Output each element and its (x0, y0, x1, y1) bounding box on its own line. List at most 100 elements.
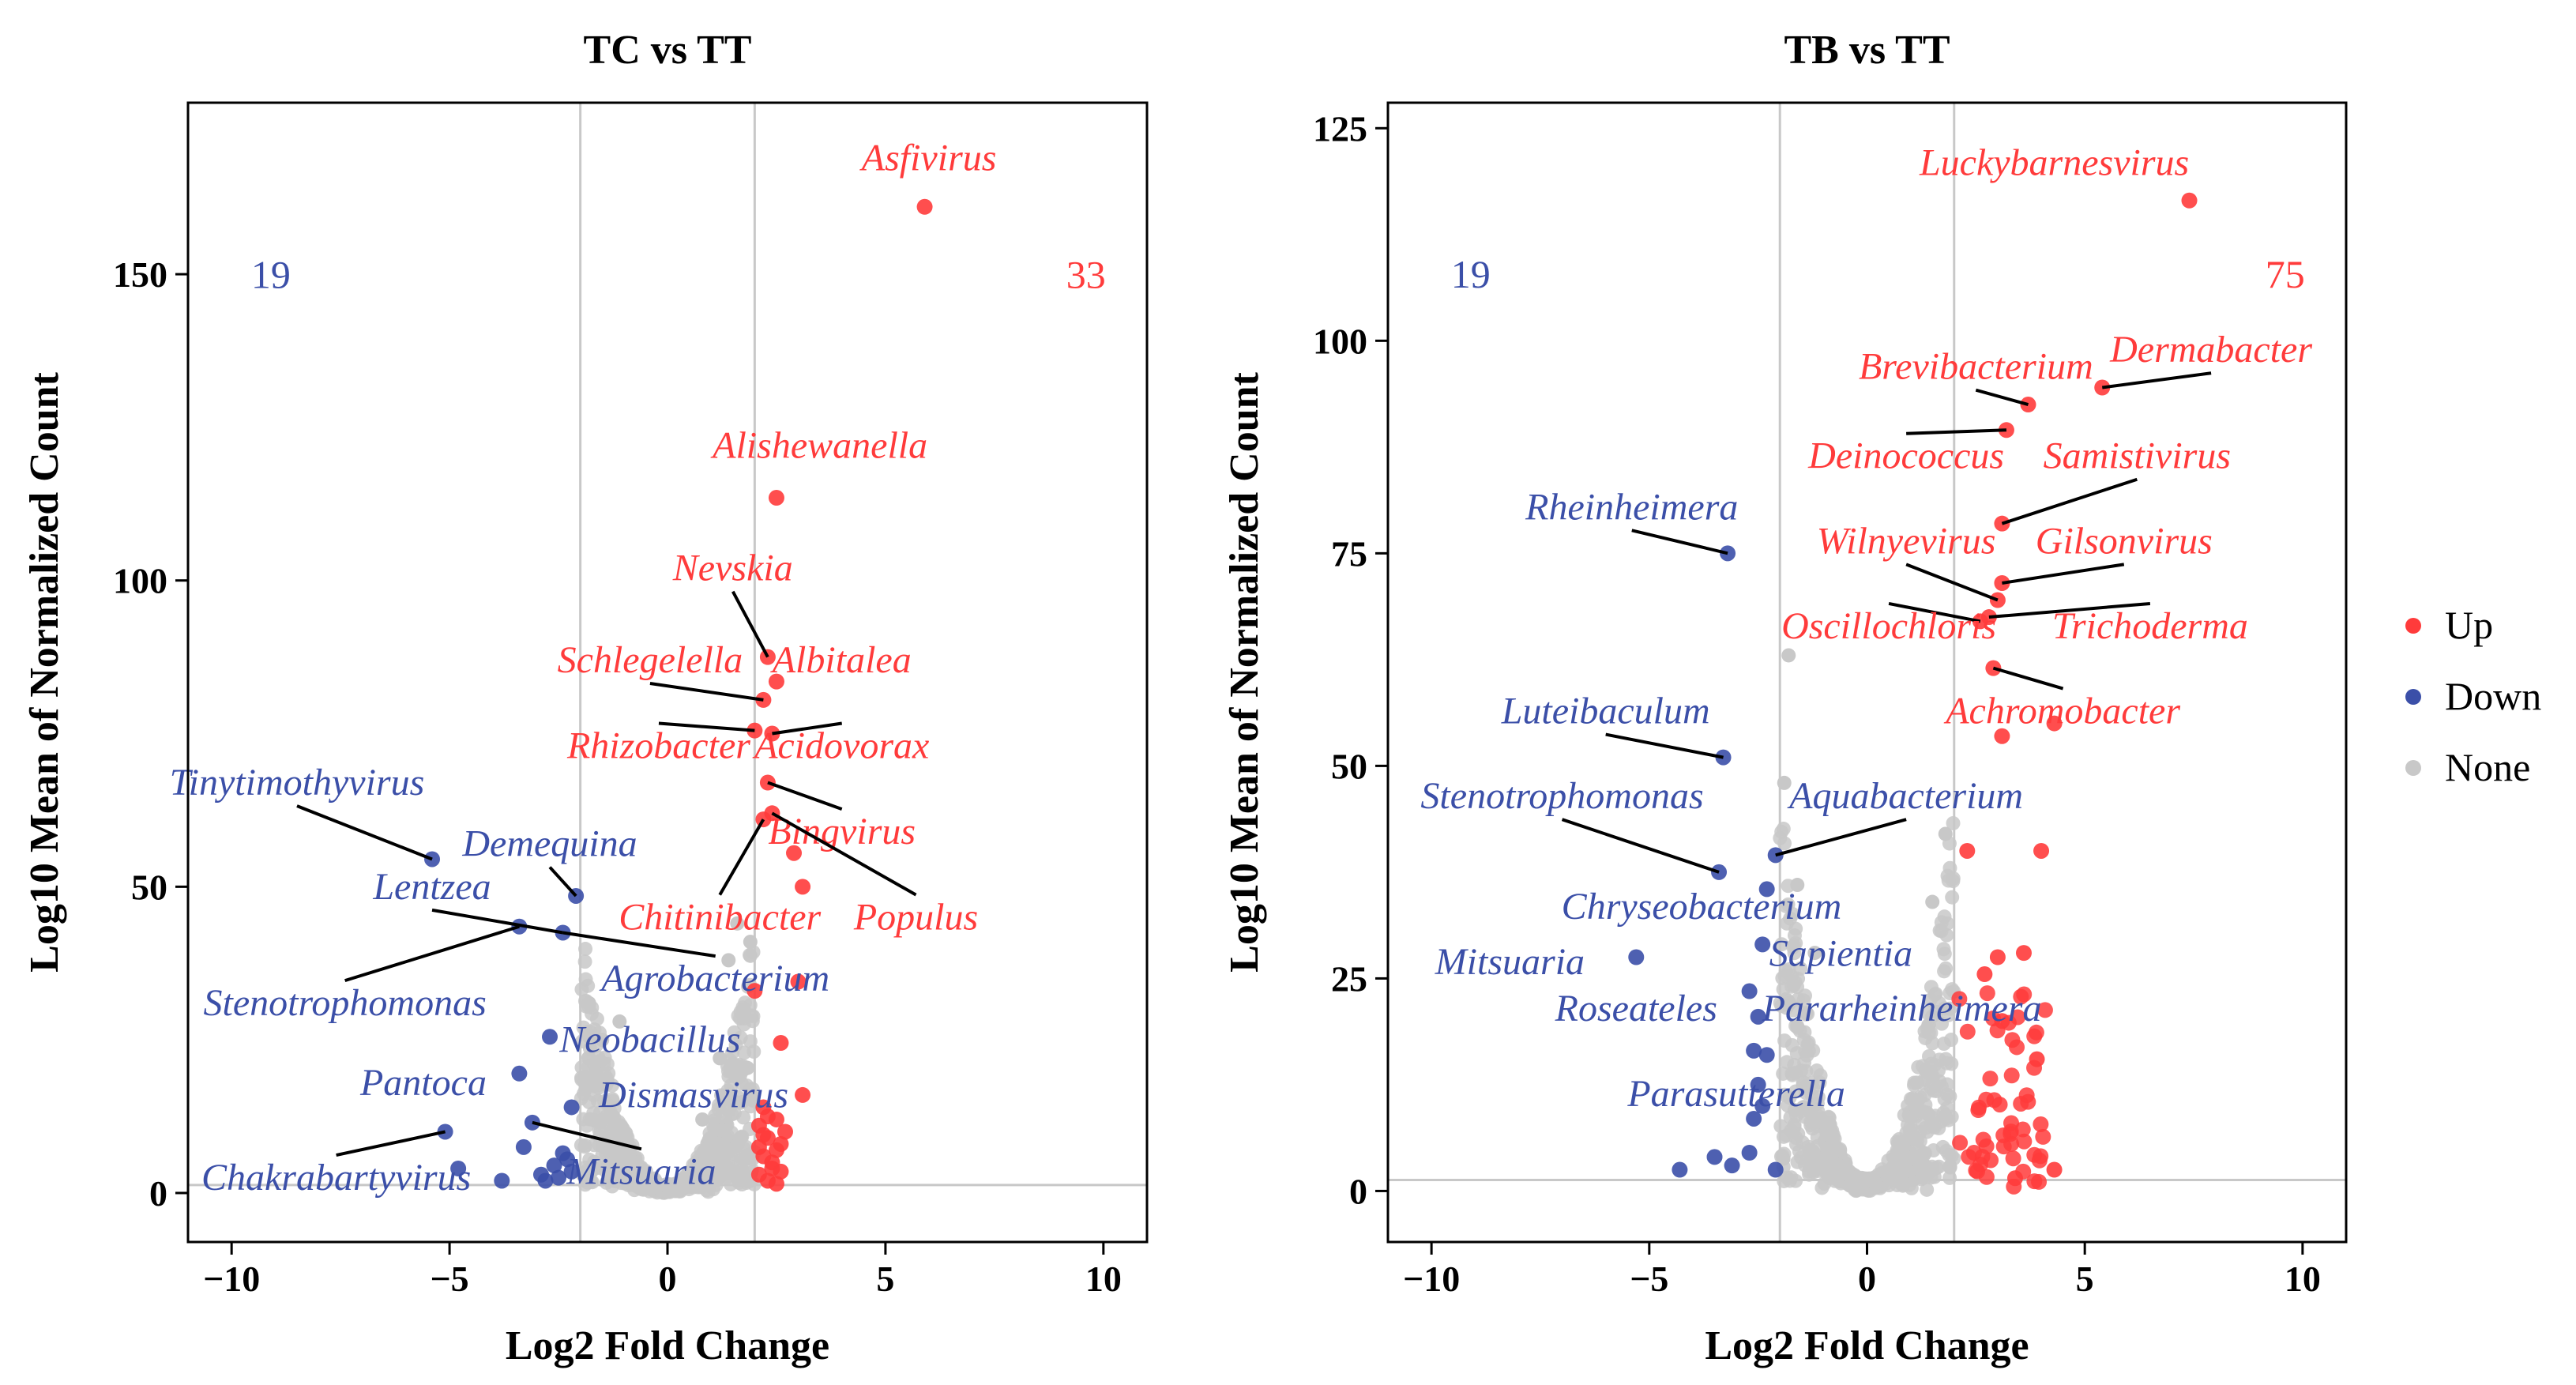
none-point (690, 1161, 705, 1176)
none-point (1785, 907, 1800, 922)
none-point (1902, 1177, 1917, 1192)
gene-label: Asfivirus (859, 137, 997, 179)
down-point (1672, 1161, 1688, 1178)
none-point (1895, 1146, 1910, 1161)
up-point (759, 1108, 776, 1125)
gene-labels: Asfivirus Alishewanella Nevskia Schlegelell… (170, 137, 997, 1199)
y-axis-title: Log10 Mean of Normalized Count (1222, 371, 1267, 972)
none-point (731, 1070, 746, 1085)
volcano-panel-tc-vs-tt: TC vs TT Asfivirus Alishewanella Nevskia Sch… (22, 28, 1149, 1368)
none-point (662, 1184, 677, 1199)
none-point (1781, 648, 1796, 663)
gene-label: Albitalea (770, 639, 912, 681)
up-point (773, 1035, 789, 1052)
none-point (714, 1088, 729, 1103)
up-point (790, 973, 807, 990)
none-point (726, 1142, 741, 1157)
up-point (2016, 986, 2033, 1003)
none-point (731, 1008, 746, 1023)
none-point (730, 916, 745, 931)
none-point (1823, 1171, 1838, 1186)
down-point (1706, 1149, 1723, 1165)
none-point (619, 1159, 634, 1174)
none-point (1946, 815, 1961, 830)
none-point (695, 1112, 710, 1127)
gene-label: Chitinibacter (619, 897, 821, 939)
none-point (1855, 1175, 1870, 1190)
down-point (1741, 1145, 1758, 1161)
none-point (1801, 1035, 1816, 1050)
none-point (1886, 1170, 1901, 1185)
none-point (595, 1033, 610, 1048)
none-point (1936, 1105, 1951, 1120)
gene-label: Pararheinheimera (1762, 988, 2042, 1029)
none-point (721, 953, 736, 968)
x-axis-title: Log2 Fold Change (506, 1323, 829, 1368)
gene-label: Dismasvirus (598, 1074, 788, 1116)
up-point (768, 490, 784, 506)
none-point (1939, 1056, 1954, 1071)
none-point (711, 1136, 726, 1151)
label-leader-line (1905, 563, 1999, 602)
up-point (2031, 1152, 2048, 1169)
none-point (727, 1106, 742, 1121)
label-leader-line (1775, 818, 1907, 857)
label-leader-line (1631, 529, 1728, 555)
none-point (1924, 1026, 1939, 1041)
up-point (746, 983, 763, 999)
gene-label: Stenotrophomonas (1420, 775, 1703, 817)
label-leader-line (772, 721, 843, 736)
none-point (577, 954, 592, 969)
gene-label: Luckybarnesvirus (1919, 141, 2189, 183)
none-point (716, 1100, 731, 1115)
none-point (1931, 995, 1946, 1011)
none-point (1837, 1166, 1852, 1181)
gene-label: Mitsuaria (566, 1150, 716, 1192)
none-point (1939, 961, 1954, 976)
none-point (1942, 1001, 1957, 1016)
none-point (1903, 1092, 1918, 1107)
y-tick-label: 25 (1331, 958, 1367, 999)
none-point (691, 1174, 706, 1189)
x-tick-label: −5 (1630, 1259, 1668, 1299)
up-point (1972, 1156, 1989, 1172)
significant-points (424, 198, 933, 1192)
none-point (1774, 937, 1789, 952)
none-point (1920, 1182, 1935, 1197)
y-tick-label: 0 (1349, 1171, 1367, 1211)
up-point (786, 845, 803, 861)
gene-label: Samistivirus (2044, 435, 2231, 477)
x-tick-label: 10 (1085, 1259, 1122, 1299)
none-point (577, 1075, 592, 1090)
gene-labels: Luckybarnesvirus Dermabacter Brevibacteriu… (1420, 141, 2312, 1114)
up-point (1976, 966, 1993, 983)
none-point (641, 1177, 656, 1192)
label-leader-line (1906, 428, 2007, 435)
none-point (725, 1057, 740, 1072)
label-leader-line (532, 1120, 642, 1151)
chart-legend: Up Down None (2405, 603, 2541, 789)
up-point (1971, 1099, 1987, 1116)
none-point (578, 942, 593, 957)
none-point (634, 1160, 649, 1175)
none-point (675, 1180, 690, 1195)
label-leader-line (431, 908, 563, 935)
gene-label: Oscillochloris (1781, 605, 1996, 647)
gene-label: Gilsonvirus (2036, 520, 2213, 562)
none-point (1807, 946, 1822, 961)
none-point (595, 1147, 610, 1162)
y-tick-label: 50 (131, 867, 167, 907)
none-point (597, 1067, 612, 1082)
label-leader-line (658, 721, 755, 732)
x-tick-label: 0 (1858, 1259, 1876, 1299)
none-point (1944, 1148, 1959, 1163)
none-point (709, 1177, 724, 1192)
up-point (1989, 949, 2006, 965)
down-point (1767, 1161, 1784, 1178)
label-leader-line (1561, 818, 1720, 874)
up-point (755, 1127, 772, 1143)
none-point (733, 1153, 748, 1168)
label-leader-line (649, 682, 764, 702)
gene-label: Chryseobacterium (1562, 886, 1842, 928)
